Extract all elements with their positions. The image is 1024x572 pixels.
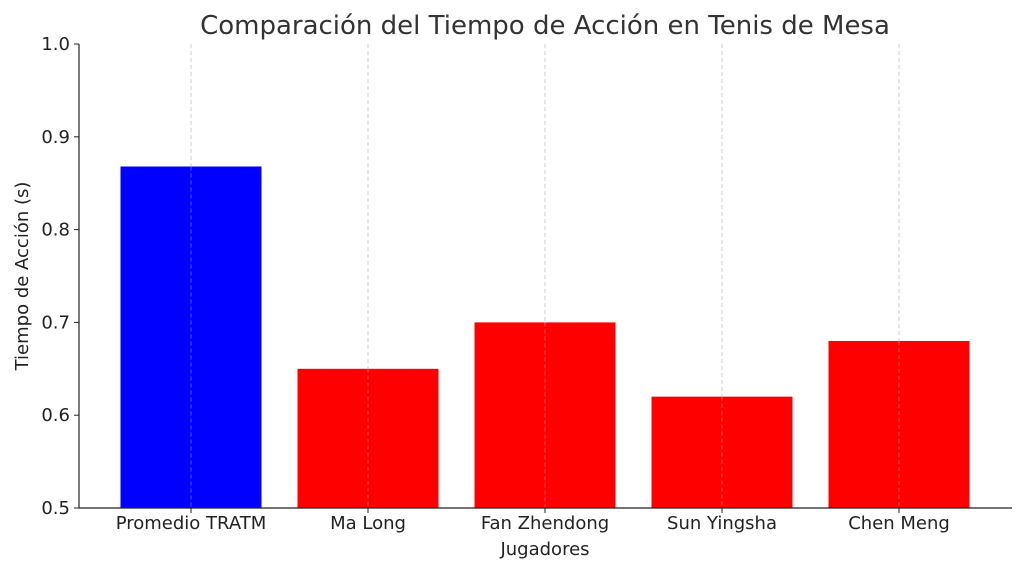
x-axis-label: Jugadores xyxy=(499,539,589,560)
x-tick-label: Sun Yingsha xyxy=(667,513,777,534)
bar xyxy=(474,322,616,508)
y-tick-label: 0.5 xyxy=(41,498,70,519)
y-tick-label: 0.9 xyxy=(41,127,70,148)
x-tick-label: Ma Long xyxy=(330,513,406,534)
bar xyxy=(297,368,439,508)
y-ticks: 0.5 0.6 0.7 0.8 0.9 1.0 xyxy=(41,34,79,519)
grid-lines-front xyxy=(190,166,900,508)
chart-title: Comparación del Tiempo de Acción en Teni… xyxy=(200,11,890,41)
bar xyxy=(828,340,970,508)
x-ticks: Promedio TRATM Ma Long Fan Zhendong Sun Yin… xyxy=(116,508,950,534)
y-tick-label: 1.0 xyxy=(41,34,70,55)
x-tick-label: Promedio TRATM xyxy=(116,513,267,534)
bar xyxy=(120,166,262,508)
y-tick-label: 0.6 xyxy=(41,405,70,426)
bars xyxy=(120,166,970,508)
y-axis-label: Tiempo de Acción (s) xyxy=(12,182,33,372)
x-tick-label: Chen Meng xyxy=(848,513,950,534)
y-tick-label: 0.7 xyxy=(41,312,70,333)
y-tick-label: 0.8 xyxy=(41,220,70,241)
bar xyxy=(651,396,793,508)
x-tick-label: Fan Zhendong xyxy=(481,513,609,534)
